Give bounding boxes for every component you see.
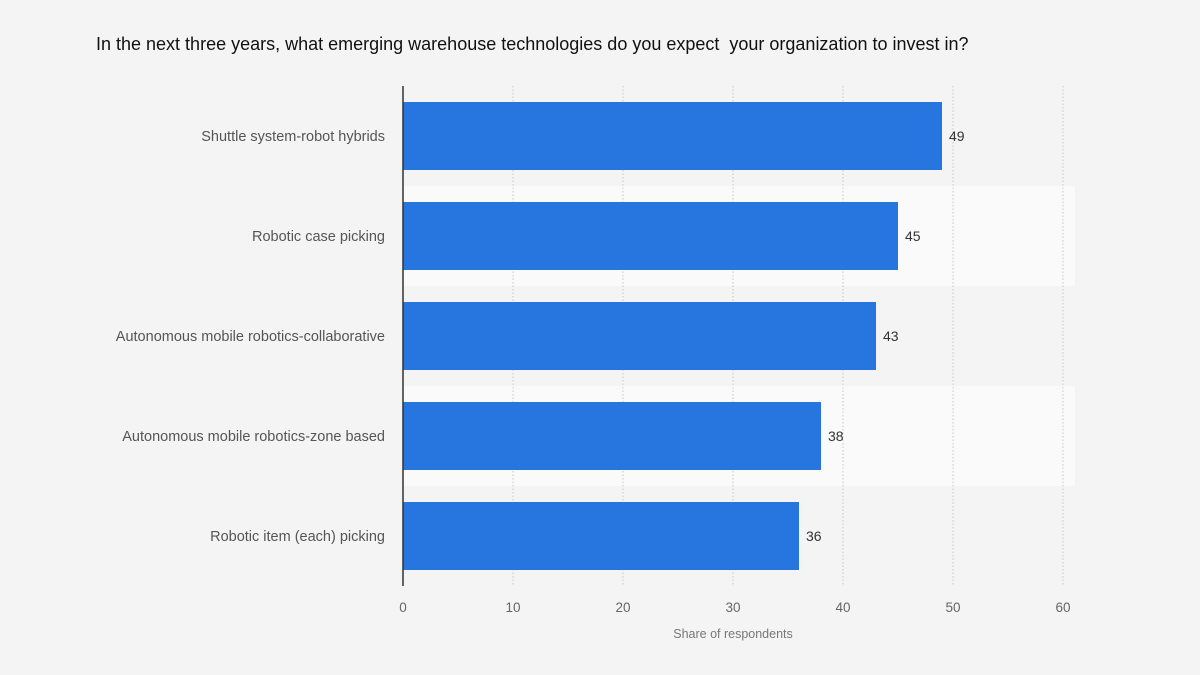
bar bbox=[403, 202, 898, 270]
category-label: Autonomous mobile robotics-collaborative bbox=[116, 329, 385, 345]
x-tick-label: 20 bbox=[615, 600, 630, 615]
chart-title: In the next three years, what emerging w… bbox=[96, 34, 969, 54]
bar bbox=[403, 102, 942, 170]
x-tick-label: 50 bbox=[945, 600, 960, 615]
category-label: Autonomous mobile robotics-zone based bbox=[122, 429, 385, 445]
bar bbox=[403, 502, 799, 570]
category-label: Robotic case picking bbox=[252, 229, 385, 245]
data-label: 38 bbox=[828, 428, 844, 444]
bar bbox=[403, 302, 876, 370]
bar bbox=[403, 402, 821, 470]
category-label: Shuttle system-robot hybrids bbox=[201, 129, 385, 145]
x-tick-label: 0 bbox=[399, 600, 407, 615]
category-label: Robotic item (each) picking bbox=[210, 529, 385, 545]
data-label: 49 bbox=[949, 128, 965, 144]
x-tick-label: 40 bbox=[835, 600, 850, 615]
data-label: 36 bbox=[806, 528, 822, 544]
x-tick-label: 10 bbox=[505, 600, 520, 615]
x-tick-label: 30 bbox=[725, 600, 740, 615]
x-axis-title: Share of respondents bbox=[673, 627, 793, 641]
data-label: 43 bbox=[883, 328, 899, 344]
x-tick-label: 60 bbox=[1055, 600, 1070, 615]
data-label: 45 bbox=[905, 228, 921, 244]
